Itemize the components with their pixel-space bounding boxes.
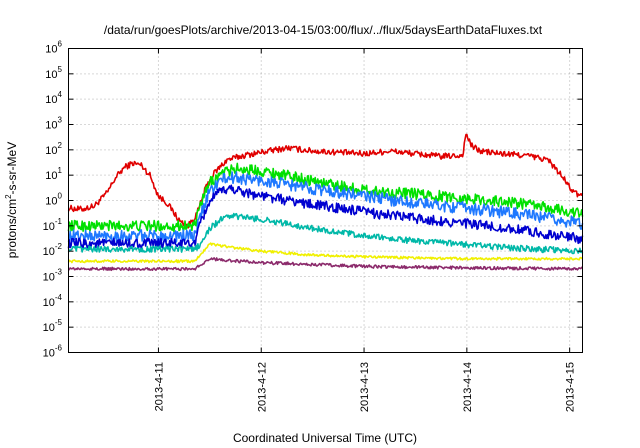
chart-title: /data/run/goesPlots/archive/2013-04-15/0… xyxy=(104,23,543,37)
x-tick-label: 2013-4-11 xyxy=(153,362,165,411)
y-tick-base: 10 xyxy=(45,69,57,81)
y-tick-label: 10-1 xyxy=(43,217,63,233)
series-line-4 xyxy=(67,184,584,250)
y-axis: 10-610-510-410-310-210-11001011021031041… xyxy=(43,40,583,360)
y-tick-base: 10 xyxy=(45,196,57,208)
y-tick-label: 106 xyxy=(45,40,62,56)
x-axis-label: Coordinated Universal Time (UTC) xyxy=(233,431,417,445)
x-axis: 2013-4-11 2013-4-12 2013-4-13 2013-4-14 2013… xyxy=(153,48,577,412)
y-tick-label: 10-5 xyxy=(43,318,63,334)
y-tick-base: 10 xyxy=(43,246,55,258)
y-tick-base: 10 xyxy=(45,145,57,157)
series-layer xyxy=(67,133,584,272)
y-tick-exponent: 5 xyxy=(58,65,63,74)
y-tick-exponent: -2 xyxy=(55,242,63,251)
series-line-2 xyxy=(67,162,584,233)
y-tick-exponent: 6 xyxy=(58,40,63,49)
series-line-3 xyxy=(67,171,584,243)
series-line-5 xyxy=(67,212,584,255)
y-tick-label: 10-3 xyxy=(43,268,63,284)
x-tick-label: 2013-4-12 xyxy=(256,362,268,412)
y-tick-exponent: -1 xyxy=(55,217,63,226)
y-tick-exponent: -3 xyxy=(55,268,63,277)
y-axis-label-part: protons/cm xyxy=(5,199,19,258)
y-tick-exponent: 2 xyxy=(58,141,63,150)
y-axis-label: protons/cm2-s-sr-MeV xyxy=(4,142,19,258)
y-tick-base: 10 xyxy=(43,221,55,233)
y-tick-exponent: -4 xyxy=(55,293,63,302)
series-line-1 xyxy=(67,133,584,229)
y-axis-label-part: -s-sr-MeV xyxy=(5,142,19,195)
y-tick-base: 10 xyxy=(45,44,57,56)
y-tick-exponent: -5 xyxy=(55,318,63,327)
y-tick-exponent: 4 xyxy=(58,90,63,99)
y-tick-label: 105 xyxy=(45,65,62,81)
y-tick-label: 10-6 xyxy=(43,344,63,360)
y-tick-base: 10 xyxy=(43,272,55,284)
series-line-7 xyxy=(67,257,584,272)
series-line-6 xyxy=(67,242,584,264)
y-tick-exponent: 1 xyxy=(58,166,63,175)
y-tick-base: 10 xyxy=(45,94,57,106)
x-tick-label: 2013-4-13 xyxy=(359,362,371,412)
y-axis-label-superscript: 2 xyxy=(4,194,13,199)
y-tick-base: 10 xyxy=(43,322,55,334)
y-tick-base: 10 xyxy=(43,297,55,309)
y-tick-base: 10 xyxy=(43,348,55,360)
y-tick-label: 10-2 xyxy=(43,242,63,258)
y-tick-label: 102 xyxy=(45,141,62,157)
y-tick-base: 10 xyxy=(45,170,57,182)
y-tick-label: 100 xyxy=(45,192,62,208)
y-tick-base: 10 xyxy=(45,120,57,132)
y-tick-label: 103 xyxy=(45,116,62,132)
y-tick-exponent: -6 xyxy=(55,344,63,353)
x-tick-label: 2013-4-15 xyxy=(565,362,577,412)
x-tick-label: 2013-4-14 xyxy=(462,362,474,412)
y-tick-label: 104 xyxy=(45,90,62,106)
y-tick-exponent: 0 xyxy=(58,192,63,201)
y-tick-exponent: 3 xyxy=(58,116,63,125)
y-tick-label: 101 xyxy=(45,166,62,182)
y-tick-label: 10-4 xyxy=(43,293,63,309)
